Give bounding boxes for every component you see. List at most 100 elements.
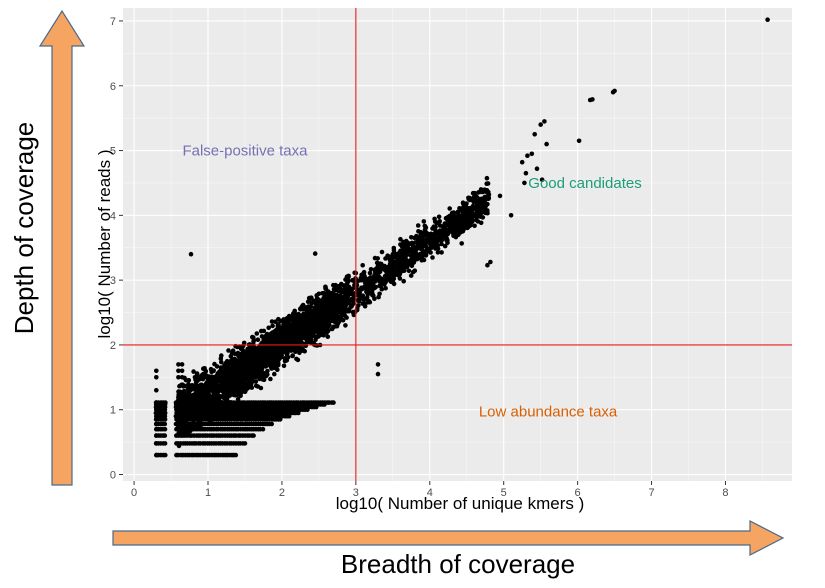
data-point [372,284,377,289]
data-point [193,391,198,397]
data-point [333,282,338,288]
x-tick-label: 4 [427,487,433,499]
outlier-point [587,97,593,103]
data-point [311,321,317,327]
data-point [223,400,228,405]
data-point [298,306,303,311]
data-point [331,400,336,405]
data-point [296,410,301,416]
data-point [340,317,346,323]
data-point [315,324,320,329]
data-point [250,348,256,353]
data-point [254,367,259,372]
data-point [334,299,339,304]
outlier-point [522,180,527,186]
data-point [296,332,301,337]
data-point [295,315,301,321]
data-point [354,282,360,288]
data-point [187,393,193,398]
data-point [397,276,403,281]
data-point [181,392,186,397]
data-point [342,293,348,299]
data-point [478,210,484,216]
data-point [388,260,394,266]
data-point [422,227,428,232]
data-point [154,368,159,374]
data-point [235,396,241,402]
data-point [179,362,185,367]
x-tick-label: 6 [575,487,581,499]
data-point [439,241,444,247]
data-point [261,350,267,356]
data-point [419,258,425,263]
data-point [449,217,454,222]
data-point [230,378,236,384]
data-point [249,369,255,375]
data-point [260,426,266,432]
data-point [235,372,241,378]
data-point [314,316,320,321]
data-point [440,231,445,236]
data-point [306,298,312,304]
data-point [360,301,366,306]
data-point [355,278,361,284]
data-points [153,17,770,458]
data-point [321,333,326,338]
data-point [287,316,293,322]
data-point [379,249,385,255]
data-point [455,210,461,216]
data-point [240,343,246,349]
data-point [363,286,369,292]
data-point [190,413,196,418]
data-point [246,376,252,381]
data-point [324,306,330,312]
data-point [201,415,206,420]
x-tick-label: 8 [722,487,728,499]
data-point [154,452,159,458]
data-point [403,248,409,254]
data-point [154,433,159,438]
data-point [404,261,409,266]
depth-of-coverage-label: Depth of coverage [9,122,39,334]
data-point [330,291,336,296]
data-point [287,338,293,343]
data-point [367,285,373,291]
data-point [475,219,481,224]
data-point [232,393,238,398]
data-point [362,280,368,285]
data-point [228,401,234,406]
data-point [410,269,416,275]
data-point [300,331,306,336]
data-point [226,348,231,353]
data-point [311,333,316,339]
data-point [253,355,258,361]
data-point [183,377,189,383]
data-point [181,384,186,389]
data-point [455,228,461,234]
data-point [325,315,331,320]
data-point [442,226,447,231]
data-point [417,242,423,248]
data-point [376,269,381,275]
data-point [296,311,301,317]
data-point [425,231,430,236]
data-point [394,260,400,265]
data-point [376,276,381,282]
outlier-point [375,371,381,377]
data-point [409,263,415,269]
data-point [285,325,290,331]
data-point [154,400,159,405]
data-point [398,258,404,263]
data-point [436,214,442,220]
data-point [261,370,266,376]
data-point [187,432,192,438]
y-tick-label: 5 [110,146,116,158]
data-point [304,340,310,345]
data-point [228,369,233,375]
data-point [430,255,435,260]
data-point [411,244,416,249]
data-point [356,303,361,308]
data-point [452,233,458,238]
data-point [404,241,410,246]
